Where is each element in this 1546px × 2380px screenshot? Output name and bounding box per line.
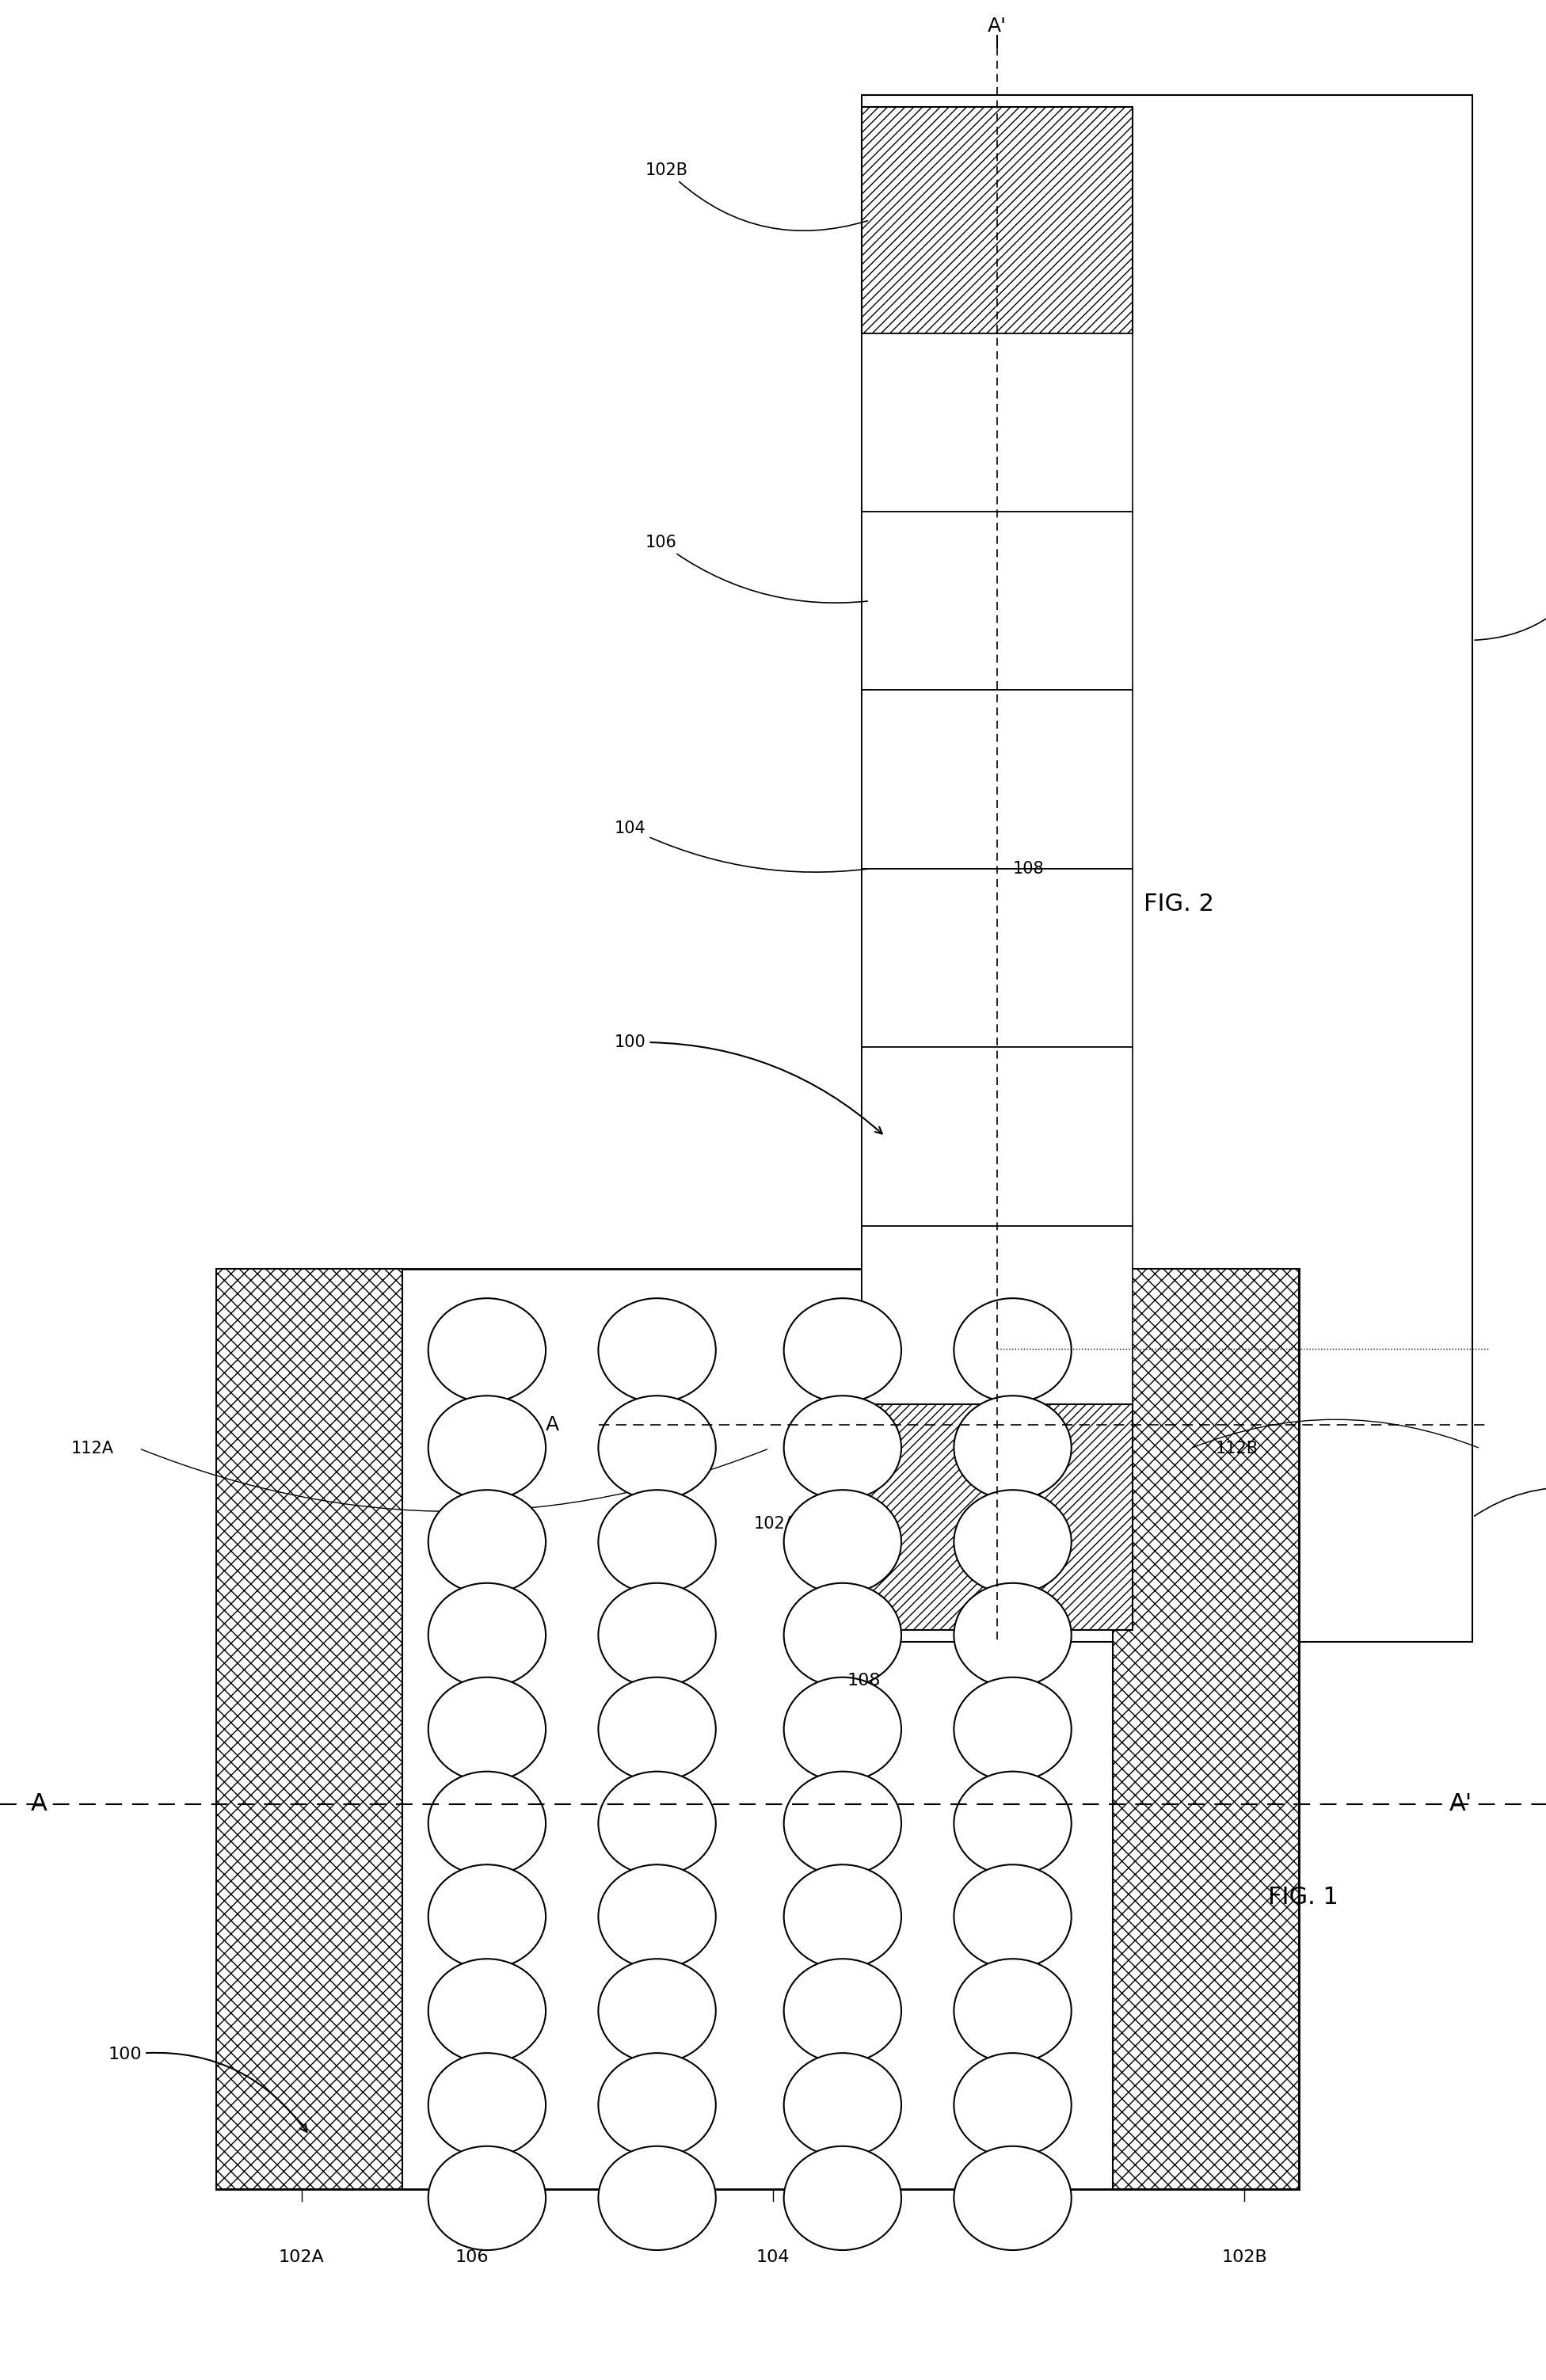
Ellipse shape (598, 1395, 716, 1499)
Ellipse shape (784, 2054, 901, 2156)
Text: 102A: 102A (754, 1516, 867, 1533)
Text: 202: 202 (1475, 1483, 1546, 1516)
Ellipse shape (428, 1959, 546, 2063)
Ellipse shape (428, 1771, 546, 1875)
Text: 104: 104 (615, 821, 867, 871)
Text: 102A: 102A (278, 2249, 325, 2266)
Ellipse shape (784, 1490, 901, 1595)
Bar (216, 1269, 402, 2190)
Text: 112A: 112A (71, 1440, 114, 1457)
Text: A': A' (988, 17, 1006, 36)
Text: 102B: 102B (1221, 2249, 1268, 2266)
Ellipse shape (784, 1297, 901, 1402)
Text: 112B: 112B (1215, 1440, 1258, 1457)
Ellipse shape (784, 1395, 901, 1499)
Text: A: A (546, 1416, 560, 1435)
Bar (1113, 1269, 1299, 2190)
Text: 102B: 102B (646, 162, 867, 231)
Bar (863, 107, 1132, 333)
Ellipse shape (428, 1678, 546, 1780)
Bar (863, 690, 1132, 869)
Bar (863, 1226, 1132, 1404)
Ellipse shape (784, 1959, 901, 2063)
Text: FIG. 2: FIG. 2 (1144, 892, 1215, 916)
Text: 106: 106 (455, 2249, 489, 2266)
Ellipse shape (428, 2054, 546, 2156)
Text: 100: 100 (108, 2047, 306, 2132)
Bar (863, 512, 1132, 690)
Ellipse shape (954, 1678, 1071, 1780)
Bar (863, 869, 1132, 1047)
Ellipse shape (784, 2147, 901, 2249)
Bar (863, 333, 1132, 512)
Ellipse shape (428, 1583, 546, 1687)
Text: A: A (31, 1792, 46, 1816)
Ellipse shape (598, 1297, 716, 1402)
Bar (863, 95, 1473, 1642)
Ellipse shape (598, 1678, 716, 1780)
Text: 100: 100 (615, 1035, 883, 1133)
Ellipse shape (598, 1864, 716, 1968)
Ellipse shape (428, 2147, 546, 2249)
Ellipse shape (954, 1959, 1071, 2063)
Bar (216, 1269, 1299, 2190)
Ellipse shape (598, 1490, 716, 1595)
Ellipse shape (598, 1771, 716, 1875)
Ellipse shape (954, 1297, 1071, 1402)
Text: 108: 108 (1013, 862, 1044, 876)
Ellipse shape (598, 2054, 716, 2156)
Ellipse shape (428, 1297, 546, 1402)
Ellipse shape (954, 2054, 1071, 2156)
Bar (863, 1404, 1132, 1630)
Ellipse shape (784, 1583, 901, 1687)
Ellipse shape (598, 1959, 716, 2063)
Text: 106: 106 (646, 536, 867, 602)
Text: 104: 104 (756, 2249, 790, 2266)
Ellipse shape (954, 2147, 1071, 2249)
Ellipse shape (784, 1678, 901, 1780)
Ellipse shape (598, 1583, 716, 1687)
Ellipse shape (428, 1490, 546, 1595)
Ellipse shape (954, 1771, 1071, 1875)
Text: 204: 204 (668, 1521, 699, 1537)
Ellipse shape (954, 1864, 1071, 1968)
Ellipse shape (428, 1395, 546, 1499)
Bar (863, 1047, 1132, 1226)
Text: FIG. 1: FIG. 1 (1268, 1885, 1339, 1909)
Text: 108: 108 (847, 1673, 881, 1687)
Ellipse shape (598, 2147, 716, 2249)
Ellipse shape (428, 1864, 546, 1968)
Ellipse shape (954, 1583, 1071, 1687)
Text: A': A' (1450, 1792, 1472, 1816)
Ellipse shape (954, 1490, 1071, 1595)
Text: 120: 120 (1475, 552, 1546, 640)
Ellipse shape (784, 1864, 901, 1968)
Ellipse shape (954, 1395, 1071, 1499)
Ellipse shape (784, 1771, 901, 1875)
